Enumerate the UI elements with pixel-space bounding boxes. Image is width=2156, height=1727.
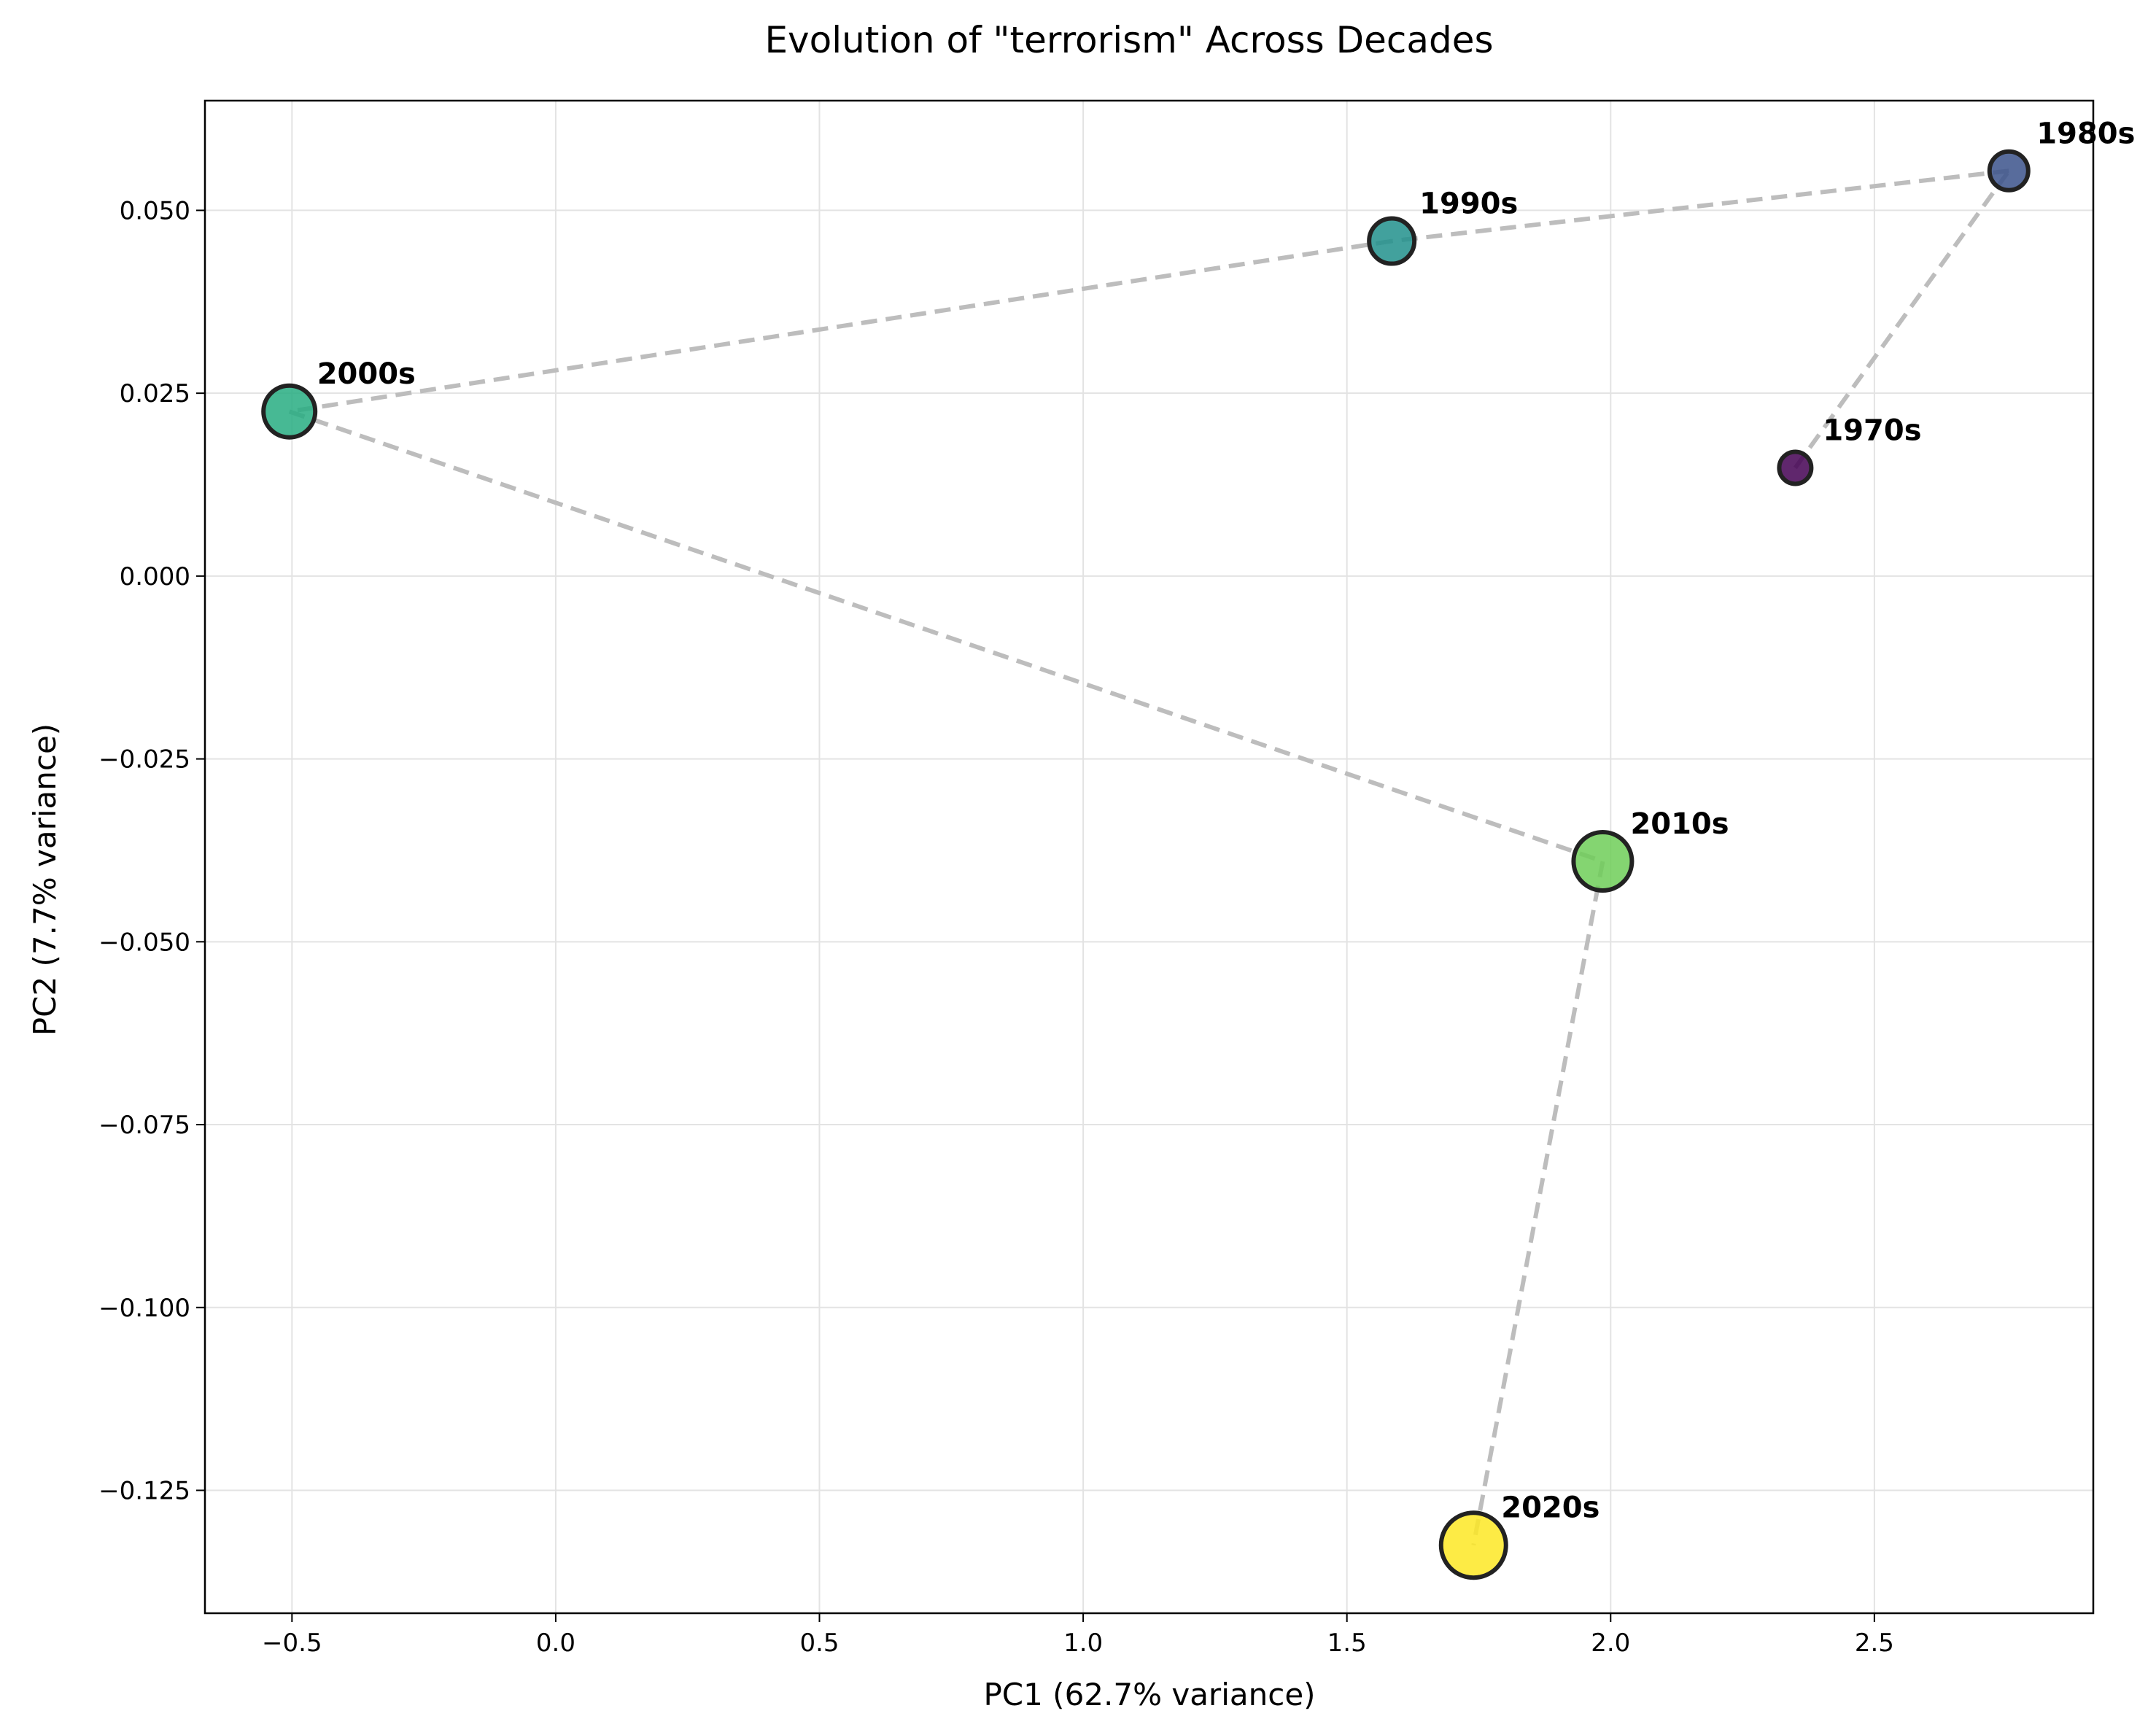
connector-line	[1471, 861, 1605, 1546]
x-tick-label: 1.0	[1063, 1629, 1103, 1658]
point-2010s	[1571, 830, 1635, 893]
point-label-layer: 1970s 1980s 1990s 2000s 2010s 2020s	[317, 117, 2136, 1524]
point-1970s	[1777, 449, 1814, 486]
y-tick-label: −0.075	[98, 1111, 190, 1140]
point-2000s	[261, 383, 318, 440]
y-tick-label: −0.125	[98, 1477, 190, 1506]
connector-line	[1391, 168, 2009, 244]
point-label-1970s: 1970s	[1823, 414, 1921, 447]
y-tick-label: −0.025	[98, 745, 190, 775]
point-label-1990s: 1990s	[1419, 187, 1518, 221]
x-tick-label: 2.5	[1855, 1629, 1894, 1658]
x-axis-label: PC1 (62.7% variance)	[983, 1677, 1315, 1712]
point-1990s	[1367, 216, 1417, 266]
point-1980s	[1987, 149, 2031, 193]
chart-title: Evolution of "terrorism" Across Decades	[764, 19, 1493, 61]
y-tick-label: 0.050	[120, 196, 190, 225]
connector-line	[288, 409, 1604, 864]
plot-frame	[203, 99, 2095, 1615]
x-tick-label: −0.5	[262, 1629, 322, 1658]
connector-layer	[288, 168, 2011, 1546]
point-layer	[261, 149, 2031, 1580]
point-2020s	[1438, 1510, 1508, 1580]
y-tick-label: −0.100	[98, 1294, 190, 1323]
x-tick-label: 2.0	[1591, 1629, 1630, 1658]
connector-line	[289, 238, 1392, 414]
x-tick-label: 0.0	[536, 1629, 575, 1658]
x-tick-label: 0.5	[799, 1629, 839, 1658]
y-tick-label: 0.025	[120, 379, 190, 408]
point-label-2010s: 2010s	[1630, 807, 1729, 841]
point-label-1980s: 1980s	[2036, 117, 2135, 150]
x-tick-label: 1.5	[1327, 1629, 1367, 1658]
y-tick-label: 0.000	[120, 562, 190, 591]
y-axis-label: PC2 (7.7% variance)	[27, 723, 63, 1036]
connector-line	[1793, 169, 2011, 470]
point-label-2020s: 2020s	[1501, 1491, 1599, 1525]
tick-layer: −0.5 0.0 0.5 1.0 1.5 2.0 2.5 0.050 0.025 0.000 −0.…	[98, 196, 1894, 1658]
point-label-2000s: 2000s	[317, 357, 416, 391]
y-tick-label: −0.050	[98, 928, 190, 957]
